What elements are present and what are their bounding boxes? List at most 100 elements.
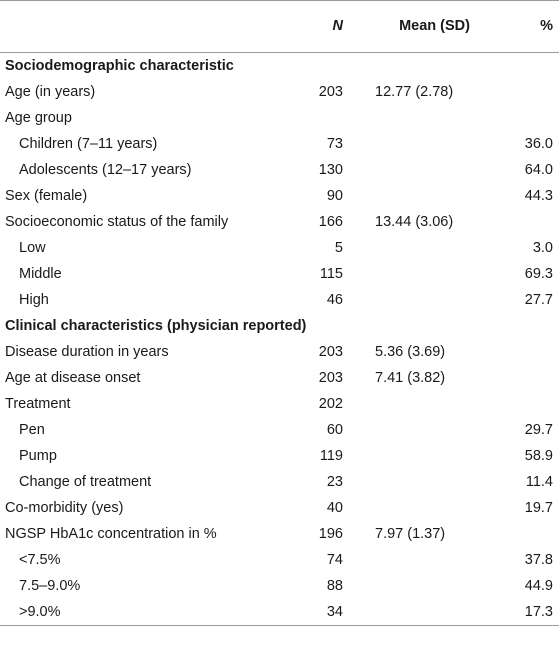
row-percent: 58.9 (524, 448, 553, 464)
row-percent: 19.7 (524, 500, 553, 516)
row-n: 40 (326, 500, 343, 516)
row-mean-sd: 7.97 (1.37) (375, 526, 446, 542)
row-percent (473, 365, 559, 391)
row-label: Adolescents (12–17 years) (19, 162, 192, 178)
row-n: 119 (319, 448, 343, 464)
section-header-row: Clinical characteristics (physician repo… (0, 313, 559, 339)
table-row: Co-morbidity (yes) 40 19.7 (0, 495, 559, 521)
table-row: Pen 60 29.7 (0, 417, 559, 443)
row-percent: 3.0 (532, 240, 553, 256)
row-n: 60 (326, 422, 343, 438)
table-row: >9.0% 34 17.3 (0, 599, 559, 626)
table-row: Children (7–11 years) 73 36.0 (0, 131, 559, 157)
header-mean-sd: Mean (SD) (343, 0, 473, 53)
row-n: 130 (318, 162, 343, 178)
table-row: 7.5–9.0% 88 44.9 (0, 573, 559, 599)
table-row: Low 5 3.0 (0, 235, 559, 261)
table-body: Sociodemographic characteristic Age (in y… (0, 53, 559, 626)
row-label: NGSP HbA1c concentration in % (5, 526, 217, 542)
row-percent: 44.9 (524, 578, 553, 594)
row-mean-sd: 13.44 (3.06) (375, 214, 454, 230)
row-percent: 27.7 (524, 292, 553, 308)
row-n: 46 (326, 292, 343, 308)
section-title: Clinical characteristics (physician repo… (5, 318, 307, 334)
row-percent (473, 521, 559, 547)
row-n: 203 (318, 84, 343, 100)
table-row: Age (in years) 203 12.77 (2.78) (0, 79, 559, 105)
row-n: 203 (318, 344, 343, 360)
row-label: >9.0% (0, 599, 283, 626)
row-mean-sd-cell (343, 443, 473, 469)
table-row: Change of treatment 23 11.4 (0, 469, 559, 495)
row-mean-sd-cell (343, 183, 473, 209)
section-header-row: Sociodemographic characteristic (0, 53, 559, 80)
row-percent: 17.3 (473, 599, 559, 626)
section-title: Sociodemographic characteristic (5, 58, 234, 74)
table-header: N Mean (SD) % (0, 0, 559, 53)
row-mean-sd-cell: 13.44 (3.06) (343, 209, 473, 235)
row-mean-sd-cell (343, 261, 473, 287)
row-mean-sd-cell (343, 417, 473, 443)
table-row: NGSP HbA1c concentration in % 196 7.97 (1.… (0, 521, 559, 547)
row-label: Middle (19, 266, 62, 282)
row-mean-sd-cell (343, 547, 473, 573)
table-row: Adolescents (12–17 years) 130 64.0 (0, 157, 559, 183)
table-row: High 46 27.7 (0, 287, 559, 313)
row-mean-sd-cell (343, 391, 473, 417)
row-mean-sd-cell: 5.36 (3.69) (343, 339, 473, 365)
row-mean-sd: 7.41 (3.82) (375, 370, 446, 386)
table-row: Age group (0, 105, 559, 131)
header-label (0, 0, 283, 53)
row-label: 7.5–9.0% (19, 578, 81, 594)
row-percent: 11.4 (525, 474, 553, 490)
row-percent: 37.8 (524, 552, 553, 568)
row-n: 166 (318, 214, 343, 230)
row-percent (473, 79, 559, 105)
row-n: 90 (326, 188, 343, 204)
row-percent: 69.3 (524, 266, 553, 282)
row-n: 203 (318, 370, 343, 386)
row-n (283, 105, 343, 131)
row-percent: 64.0 (524, 162, 553, 178)
row-label: <7.5% (19, 552, 61, 568)
row-label: High (19, 292, 49, 308)
row-label: Age at disease onset (5, 370, 141, 386)
table-row: Age at disease onset 203 7.41 (3.82) (0, 365, 559, 391)
row-mean-sd: 5.36 (3.69) (375, 344, 446, 360)
row-percent: 29.7 (524, 422, 553, 438)
row-mean-sd-cell: 7.41 (3.82) (343, 365, 473, 391)
row-label: Age group (5, 110, 72, 126)
row-n: 88 (326, 578, 343, 594)
row-n: 115 (319, 266, 343, 282)
row-mean-sd-cell (343, 469, 473, 495)
row-label: Sex (female) (5, 188, 88, 204)
header-percent: % (473, 0, 559, 53)
row-percent: 36.0 (524, 136, 553, 152)
row-mean-sd-cell: 12.77 (2.78) (343, 79, 473, 105)
row-mean-sd-cell (343, 573, 473, 599)
row-mean-sd-cell (343, 235, 473, 261)
row-label: Age (in years) (5, 84, 96, 100)
table-row: Middle 115 69.3 (0, 261, 559, 287)
row-percent (473, 339, 559, 365)
row-percent (473, 209, 559, 235)
row-n: 202 (318, 396, 343, 412)
row-label: Disease duration in years (5, 344, 169, 360)
row-n: 34 (283, 599, 343, 626)
row-label: Socioeconomic status of the family (5, 214, 229, 230)
row-mean-sd-cell (343, 599, 473, 626)
row-mean-sd-cell (343, 157, 473, 183)
row-n: 5 (334, 240, 343, 256)
table-row: Disease duration in years 203 5.36 (3.69) (0, 339, 559, 365)
row-mean-sd-cell: 7.97 (1.37) (343, 521, 473, 547)
table-row: Socioeconomic status of the family 166 13.… (0, 209, 559, 235)
row-label: Low (19, 240, 46, 256)
table-row: Pump 119 58.9 (0, 443, 559, 469)
row-n: 73 (326, 136, 343, 152)
row-n: 23 (326, 474, 343, 490)
row-label: Pump (19, 448, 57, 464)
row-label: Treatment (5, 396, 71, 412)
row-label: Change of treatment (19, 474, 152, 490)
row-mean-sd-cell (343, 131, 473, 157)
row-mean-sd-cell (343, 287, 473, 313)
